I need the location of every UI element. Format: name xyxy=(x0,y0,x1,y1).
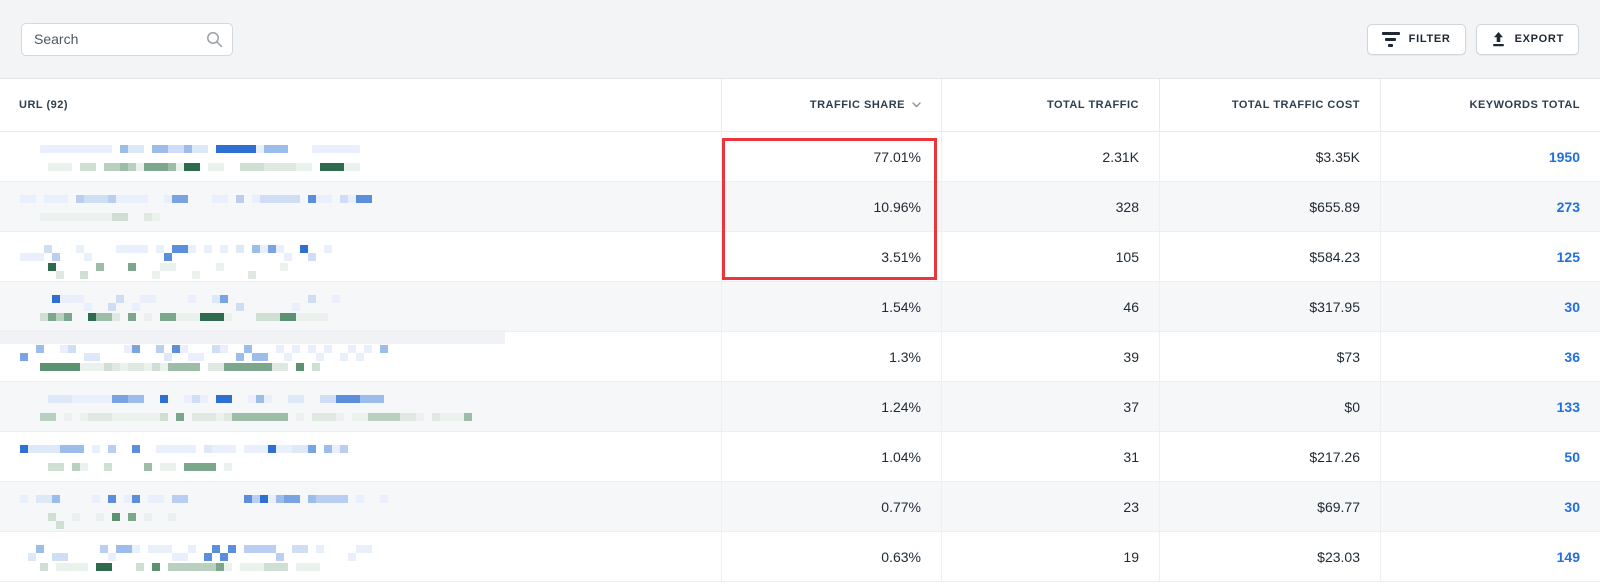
keywords-total-link[interactable]: 273 xyxy=(1380,182,1600,231)
url-redacted-cell xyxy=(0,282,721,331)
filter-button[interactable]: FILTER xyxy=(1366,23,1466,55)
table-row[interactable]: 10.96% 328 $655.89 273 xyxy=(0,182,1600,232)
total-traffic-column-label: TOTAL TRAFFIC xyxy=(1046,99,1139,111)
total-traffic-cell: 2.31K xyxy=(941,132,1159,181)
url-redacted-cell xyxy=(0,232,721,281)
total-traffic-cell: 37 xyxy=(941,382,1159,431)
traffic-share-cell: 77.01% xyxy=(721,132,941,181)
total-traffic-cell: 23 xyxy=(941,482,1159,531)
traffic-cost-cell: $23.03 xyxy=(1159,532,1380,581)
traffic-cost-cell: $317.95 xyxy=(1159,282,1380,331)
toolbar: FILTER EXPORT xyxy=(0,0,1600,79)
url-redacted-cell xyxy=(0,332,721,381)
total-traffic-cell: 46 xyxy=(941,282,1159,331)
toolbar-actions: FILTER EXPORT xyxy=(1366,23,1579,55)
keywords-total-link[interactable]: 1950 xyxy=(1380,132,1600,181)
traffic-share-cell: 1.54% xyxy=(721,282,941,331)
export-button-label: EXPORT xyxy=(1514,33,1564,45)
traffic-share-cell: 10.96% xyxy=(721,182,941,231)
total-traffic-cell: 19 xyxy=(941,532,1159,581)
traffic-cost-cell: $655.89 xyxy=(1159,182,1380,231)
traffic-share-cell: 1.24% xyxy=(721,382,941,431)
chevron-down-icon xyxy=(912,102,921,108)
column-header-url: URL (92) xyxy=(0,79,721,131)
traffic-cost-column-label: TOTAL TRAFFIC COST xyxy=(1231,99,1360,111)
table-row[interactable]: 3.51% 105 $584.23 125 xyxy=(0,232,1600,282)
table-row[interactable]: 77.01% 2.31K $3.35K 1950 xyxy=(0,132,1600,182)
url-column-label: URL (92) xyxy=(19,99,69,111)
table-row[interactable]: 0.77% 23 $69.77 30 xyxy=(0,482,1600,532)
keywords-total-link[interactable]: 133 xyxy=(1380,382,1600,431)
traffic-share-cell: 0.63% xyxy=(721,532,941,581)
traffic-cost-cell: $69.77 xyxy=(1159,482,1380,531)
total-traffic-cell: 328 xyxy=(941,182,1159,231)
keywords-total-link[interactable]: 50 xyxy=(1380,432,1600,481)
traffic-share-cell: 1.04% xyxy=(721,432,941,481)
traffic-cost-cell: $217.26 xyxy=(1159,432,1380,481)
table-row[interactable]: 1.54% 46 $317.95 30 xyxy=(0,282,1600,332)
filter-icon xyxy=(1381,31,1400,47)
keywords-total-link[interactable]: 149 xyxy=(1380,532,1600,581)
search-icon xyxy=(207,31,223,47)
table-row[interactable]: 1.04% 31 $217.26 50 xyxy=(0,432,1600,482)
table-row[interactable]: 1.24% 37 $0 133 xyxy=(0,382,1600,432)
keywords-total-link[interactable]: 36 xyxy=(1380,332,1600,381)
column-header-traffic-cost[interactable]: TOTAL TRAFFIC COST xyxy=(1159,79,1380,131)
url-redacted-cell xyxy=(0,482,721,531)
traffic-share-cell: 1.3% xyxy=(721,332,941,381)
keywords-total-link[interactable]: 30 xyxy=(1380,482,1600,531)
url-redacted-cell xyxy=(0,382,721,431)
table-row[interactable]: 0.63% 19 $23.03 149 xyxy=(0,532,1600,582)
total-traffic-cell: 105 xyxy=(941,232,1159,281)
export-button[interactable]: EXPORT xyxy=(1475,23,1579,55)
export-upload-icon xyxy=(1492,32,1504,47)
traffic-cost-cell: $0 xyxy=(1159,382,1380,431)
keywords-total-link[interactable]: 30 xyxy=(1380,282,1600,331)
url-redacted-cell xyxy=(0,532,721,581)
search-input[interactable] xyxy=(21,22,233,56)
traffic-cost-cell: $73 xyxy=(1159,332,1380,381)
traffic-cost-cell: $3.35K xyxy=(1159,132,1380,181)
traffic-share-column-label: TRAFFIC SHARE xyxy=(809,99,905,111)
search-box xyxy=(21,22,233,56)
table-row[interactable]: 1.3% 39 $73 36 xyxy=(0,332,1600,382)
traffic-share-cell: 3.51% xyxy=(721,232,941,281)
url-redacted-cell xyxy=(0,432,721,481)
filter-button-label: FILTER xyxy=(1408,33,1451,45)
total-traffic-cell: 39 xyxy=(941,332,1159,381)
traffic-cost-cell: $584.23 xyxy=(1159,232,1380,281)
url-redacted-cell xyxy=(0,132,721,181)
table-header: URL (92) TRAFFIC SHARE TOTAL TRAFFIC TOT… xyxy=(0,79,1600,132)
table-body: 77.01% 2.31K $3.35K 1950 10.96% 328 $655… xyxy=(0,132,1600,582)
keywords-total-link[interactable]: 125 xyxy=(1380,232,1600,281)
url-redacted-cell xyxy=(0,182,721,231)
traffic-share-cell: 0.77% xyxy=(721,482,941,531)
keywords-total-column-label: KEYWORDS TOTAL xyxy=(1469,99,1580,111)
column-header-total-traffic[interactable]: TOTAL TRAFFIC xyxy=(941,79,1159,131)
column-header-keywords-total[interactable]: KEYWORDS TOTAL xyxy=(1380,79,1600,131)
total-traffic-cell: 31 xyxy=(941,432,1159,481)
column-header-traffic-share[interactable]: TRAFFIC SHARE xyxy=(721,79,941,131)
